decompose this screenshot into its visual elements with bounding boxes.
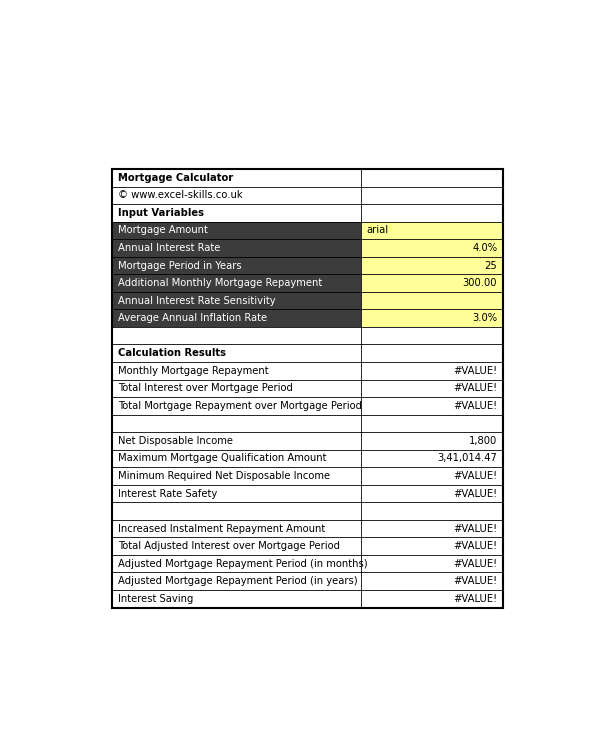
Text: #VALUE!: #VALUE!	[453, 401, 497, 411]
Text: Total Adjusted Interest over Mortgage Period: Total Adjusted Interest over Mortgage Pe…	[118, 541, 340, 551]
Bar	[112, 292, 361, 310]
Text: Increased Instalment Repayment Amount: Increased Instalment Repayment Amount	[118, 523, 325, 534]
Text: #VALUE!: #VALUE!	[453, 558, 497, 569]
Bar	[112, 572, 361, 590]
Bar	[112, 222, 361, 239]
Bar	[361, 432, 503, 450]
Bar	[112, 502, 361, 520]
Text: Annual Interest Rate: Annual Interest Rate	[118, 243, 220, 253]
Bar	[361, 204, 503, 222]
Bar	[112, 397, 361, 415]
Bar	[361, 239, 503, 257]
Bar	[361, 467, 503, 485]
Text: Net Disposable Income: Net Disposable Income	[118, 436, 233, 446]
Bar	[112, 345, 361, 362]
Bar	[112, 467, 361, 485]
Text: Input Variables: Input Variables	[118, 208, 204, 218]
Text: Average Annual Inflation Rate: Average Annual Inflation Rate	[118, 313, 267, 323]
Bar	[112, 187, 361, 204]
Text: Calculation Results: Calculation Results	[118, 348, 226, 358]
Bar	[361, 520, 503, 537]
Text: Minimum Required Net Disposable Income: Minimum Required Net Disposable Income	[118, 471, 330, 481]
Text: #VALUE!: #VALUE!	[453, 541, 497, 551]
Bar	[112, 362, 361, 380]
Bar	[112, 310, 361, 327]
Bar	[361, 187, 503, 204]
Text: Mortgage Period in Years: Mortgage Period in Years	[118, 261, 241, 271]
Text: #VALUE!: #VALUE!	[453, 383, 497, 393]
Bar	[361, 327, 503, 345]
Text: Mortgage Calculator: Mortgage Calculator	[118, 173, 233, 183]
Text: Adjusted Mortgage Repayment Period (in months): Adjusted Mortgage Repayment Period (in m…	[118, 558, 367, 569]
Bar	[361, 502, 503, 520]
Bar	[361, 415, 503, 432]
Text: Mortgage Amount: Mortgage Amount	[118, 226, 208, 236]
Bar	[112, 327, 361, 345]
Text: Total Interest over Mortgage Period: Total Interest over Mortgage Period	[118, 383, 293, 393]
Bar	[112, 274, 361, 292]
Bar	[361, 292, 503, 310]
Bar	[112, 204, 361, 222]
Bar	[361, 397, 503, 415]
Text: 3,41,014.47: 3,41,014.47	[437, 453, 497, 464]
Text: Additional Monthly Mortgage Repayment: Additional Monthly Mortgage Repayment	[118, 278, 322, 288]
Bar	[361, 345, 503, 362]
Text: 300.00: 300.00	[463, 278, 497, 288]
Bar	[361, 590, 503, 607]
Bar	[361, 274, 503, 292]
Text: © www.excel-skills.co.uk: © www.excel-skills.co.uk	[118, 191, 242, 201]
Text: 4.0%: 4.0%	[472, 243, 497, 253]
Bar	[361, 572, 503, 590]
Bar	[112, 380, 361, 397]
Text: Interest Rate Safety: Interest Rate Safety	[118, 488, 217, 499]
Text: 1,800: 1,800	[469, 436, 497, 446]
Text: #VALUE!: #VALUE!	[453, 523, 497, 534]
Bar	[112, 555, 361, 572]
Text: 3.0%: 3.0%	[472, 313, 497, 323]
Bar	[361, 222, 503, 239]
Bar	[112, 257, 361, 274]
Bar	[112, 537, 361, 555]
Bar	[112, 169, 361, 187]
Text: #VALUE!: #VALUE!	[453, 576, 497, 586]
Text: Maximum Mortgage Qualification Amount: Maximum Mortgage Qualification Amount	[118, 453, 326, 464]
Text: Monthly Mortgage Repayment: Monthly Mortgage Repayment	[118, 366, 268, 376]
Bar	[361, 362, 503, 380]
Bar	[361, 485, 503, 502]
Bar	[361, 380, 503, 397]
Text: Interest Saving: Interest Saving	[118, 593, 193, 604]
Bar	[112, 432, 361, 450]
Bar	[361, 169, 503, 187]
Text: #VALUE!: #VALUE!	[453, 488, 497, 499]
Bar	[112, 450, 361, 467]
Bar	[112, 520, 361, 537]
Bar	[361, 257, 503, 274]
Bar	[112, 415, 361, 432]
Bar	[361, 310, 503, 327]
Bar	[112, 239, 361, 257]
Text: 25: 25	[484, 261, 497, 271]
Text: arial: arial	[367, 226, 389, 236]
Bar	[361, 537, 503, 555]
Bar	[112, 590, 361, 607]
Text: #VALUE!: #VALUE!	[453, 471, 497, 481]
Bar	[361, 555, 503, 572]
Bar	[112, 485, 361, 502]
Text: #VALUE!: #VALUE!	[453, 366, 497, 376]
Text: Total Mortgage Repayment over Mortgage Period: Total Mortgage Repayment over Mortgage P…	[118, 401, 362, 411]
Text: Annual Interest Rate Sensitivity: Annual Interest Rate Sensitivity	[118, 296, 275, 306]
Text: Adjusted Mortgage Repayment Period (in years): Adjusted Mortgage Repayment Period (in y…	[118, 576, 358, 586]
Text: #VALUE!: #VALUE!	[453, 593, 497, 604]
Bar	[361, 450, 503, 467]
